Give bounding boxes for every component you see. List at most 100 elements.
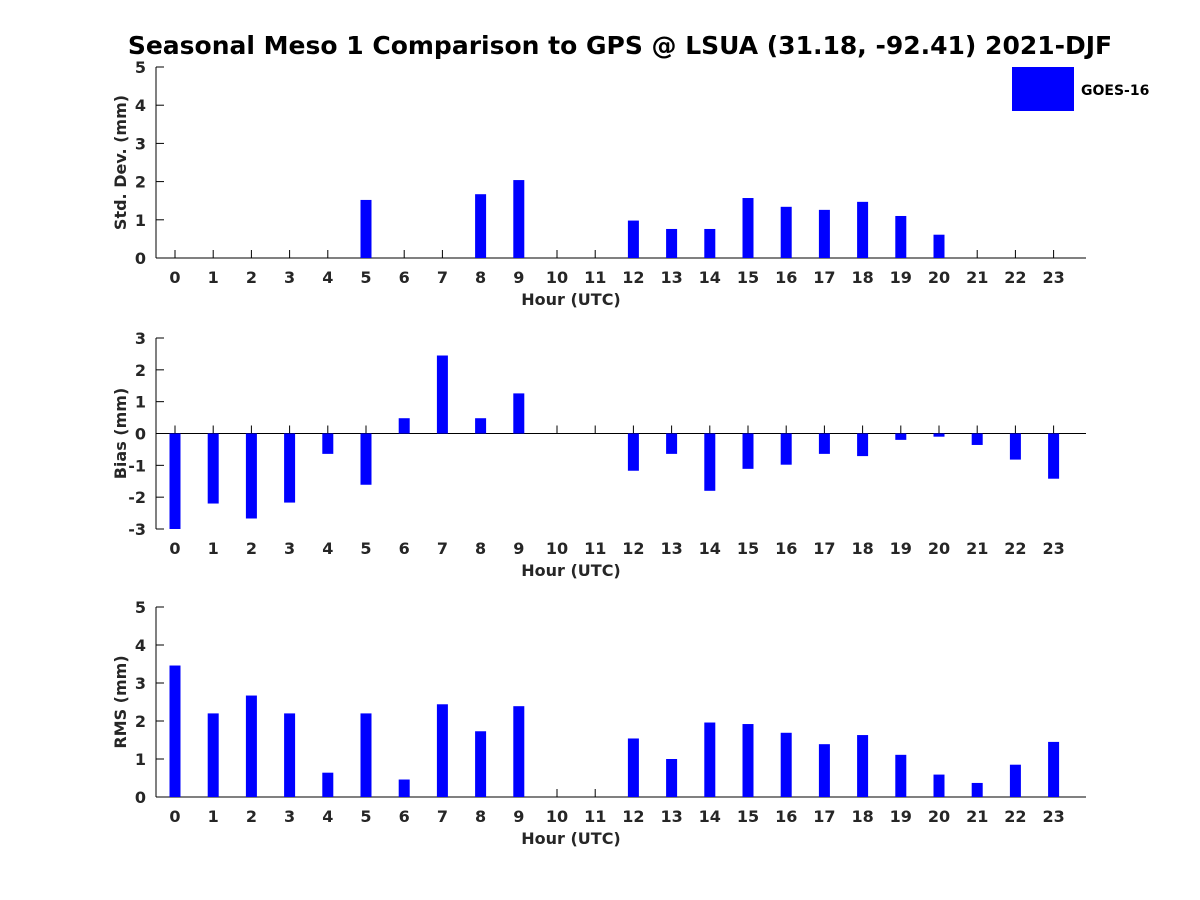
y-tick-label: -1 — [128, 456, 146, 475]
bar — [1009, 764, 1021, 797]
y-tick-label: 2 — [135, 173, 146, 192]
x-tick-label: 22 — [1004, 807, 1026, 826]
y-tick-label: 1 — [135, 393, 146, 412]
x-tick-label: 14 — [699, 539, 721, 558]
bar — [780, 206, 792, 258]
x-tick-label: 1 — [208, 539, 219, 558]
bar — [857, 201, 869, 258]
bar — [284, 433, 296, 503]
x-tick-label: 6 — [399, 268, 410, 287]
bar — [818, 433, 830, 454]
bar — [780, 732, 792, 797]
x-tick-label: 18 — [851, 268, 873, 287]
bar — [475, 418, 487, 434]
x-tick-label: 17 — [813, 807, 835, 826]
x-tick-label: 4 — [322, 539, 333, 558]
x-tick-label: 21 — [966, 268, 988, 287]
x-tick-label: 19 — [890, 807, 912, 826]
x-tick-label: 2 — [246, 807, 257, 826]
x-tick-label: 5 — [360, 268, 371, 287]
x-tick-label: 11 — [584, 807, 606, 826]
bar — [436, 704, 448, 797]
x-tick-label: 8 — [475, 539, 486, 558]
x-tick-label: 6 — [399, 807, 410, 826]
x-tick-label: 2 — [246, 539, 257, 558]
x-tick-label: 18 — [851, 539, 873, 558]
y-tick-label: 5 — [135, 598, 146, 617]
x-tick-label: 23 — [1042, 268, 1064, 287]
y-tick-label: 0 — [135, 425, 146, 444]
x-tick-label: 8 — [475, 268, 486, 287]
x-tick-label: 13 — [660, 539, 682, 558]
bar — [322, 772, 334, 797]
y-tick-label: -3 — [128, 520, 146, 539]
bar — [245, 433, 257, 519]
bar — [627, 738, 639, 797]
bar — [1009, 433, 1021, 460]
x-tick-label: 14 — [699, 807, 721, 826]
bar — [857, 735, 869, 797]
legend: GOES-16 — [1012, 67, 1149, 111]
x-tick-label: 16 — [775, 807, 797, 826]
bar — [780, 433, 792, 465]
x-tick-label: 23 — [1042, 807, 1064, 826]
bar — [207, 713, 219, 797]
y-tick-label: 3 — [135, 329, 146, 348]
x-tick-label: 11 — [584, 539, 606, 558]
x-tick-label: 20 — [928, 807, 950, 826]
x-tick-label: 20 — [928, 539, 950, 558]
x-tick-label: 12 — [622, 539, 644, 558]
bar — [666, 433, 678, 454]
bar — [971, 782, 983, 797]
x-tick-label: 0 — [169, 268, 180, 287]
x-axis-label: Hour (UTC) — [521, 290, 621, 309]
bar — [398, 779, 410, 797]
bar — [513, 180, 525, 258]
y-tick-label: 0 — [135, 249, 146, 268]
bar — [933, 234, 945, 258]
x-tick-label: 18 — [851, 807, 873, 826]
x-tick-label: 12 — [622, 268, 644, 287]
x-tick-label: 4 — [322, 807, 333, 826]
x-tick-label: 10 — [546, 268, 568, 287]
x-tick-label: 7 — [437, 268, 448, 287]
bar — [169, 433, 181, 529]
bar — [436, 355, 448, 434]
bar — [398, 418, 410, 434]
y-tick-label: 0 — [135, 788, 146, 807]
y-tick-label: 4 — [135, 96, 146, 115]
bar — [704, 433, 716, 491]
x-tick-label: 5 — [360, 539, 371, 558]
bar — [666, 759, 678, 797]
x-tick-label: 10 — [546, 539, 568, 558]
x-tick-label: 0 — [169, 539, 180, 558]
bar — [1048, 741, 1060, 797]
bar — [169, 665, 181, 797]
y-axis-label: RMS (mm) — [111, 655, 130, 748]
x-axis-label: Hour (UTC) — [521, 561, 621, 580]
bar — [895, 433, 907, 440]
x-tick-label: 13 — [660, 268, 682, 287]
x-tick-label: 21 — [966, 539, 988, 558]
bar — [742, 198, 754, 258]
x-tick-label: 16 — [775, 268, 797, 287]
bar — [475, 194, 487, 258]
bar — [666, 228, 678, 258]
x-tick-label: 5 — [360, 807, 371, 826]
x-tick-label: 15 — [737, 268, 759, 287]
x-tick-label: 11 — [584, 268, 606, 287]
bar — [818, 209, 830, 258]
bar — [742, 433, 754, 469]
bar — [207, 433, 219, 504]
x-tick-label: 19 — [890, 268, 912, 287]
bar — [1048, 433, 1060, 479]
bar — [322, 433, 334, 454]
y-tick-label: 3 — [135, 674, 146, 693]
bar — [704, 228, 716, 258]
x-tick-label: 6 — [399, 539, 410, 558]
x-tick-label: 17 — [813, 539, 835, 558]
bar — [933, 774, 945, 797]
